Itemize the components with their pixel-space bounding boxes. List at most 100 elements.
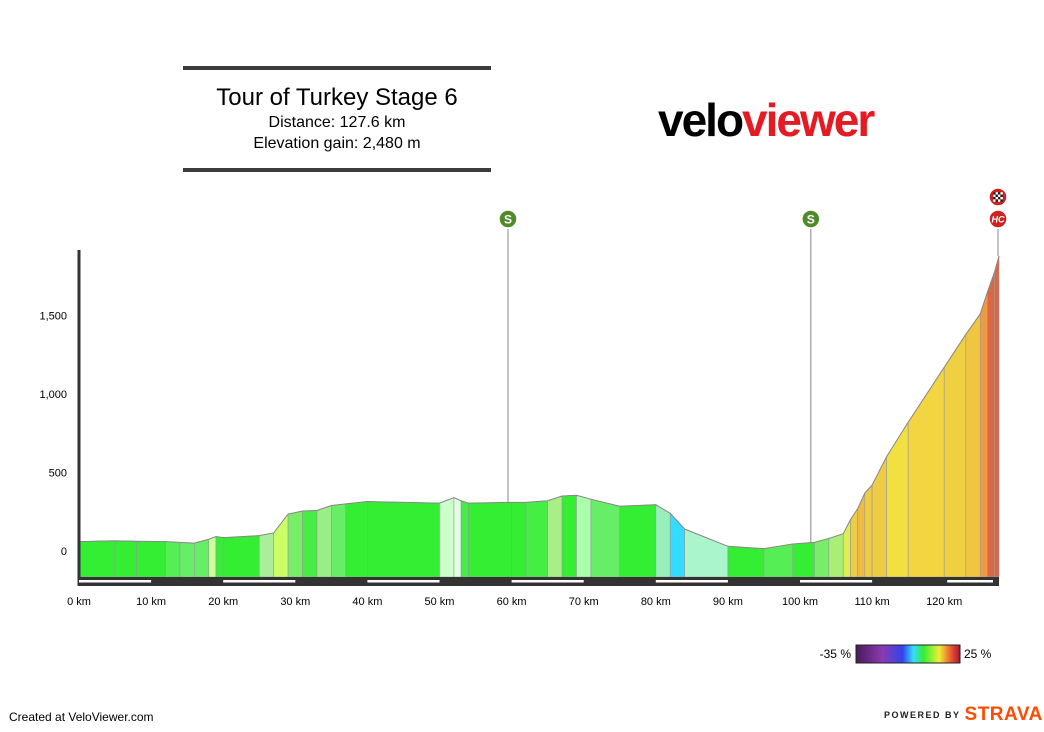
profile-segment (590, 498, 621, 578)
x-tick-label: 100 km (782, 596, 818, 608)
profile-segment (907, 366, 945, 578)
finish-flag-check (1000, 197, 1003, 200)
profile-segment (78, 540, 116, 578)
profile-segment (208, 536, 217, 578)
profile-segment (367, 501, 440, 578)
logo-part-viewer: viewer (742, 94, 875, 146)
profile-segment (468, 502, 512, 578)
finish-flag-check (993, 192, 996, 195)
x-tick-label: 50 km (425, 596, 455, 608)
profile-segment (814, 538, 830, 578)
y-tick-label: 1,500 (39, 311, 67, 323)
finish-flag-check (998, 194, 1001, 197)
x-axis-band (79, 580, 152, 583)
x-axis-band (655, 580, 728, 583)
profile-segment (792, 542, 815, 578)
sprint-marker-badge[interactable] (498, 209, 518, 229)
finish-flag-check (995, 192, 998, 195)
sprint-marker-label: S (807, 213, 815, 227)
gradient-legend: -35 % 25 % (820, 644, 992, 664)
profile-segment (619, 504, 657, 578)
distance-label: Distance: 127.6 km (268, 114, 406, 131)
profile-segment (576, 494, 592, 578)
strava-logo: STRAVA (964, 704, 1043, 725)
profile-outline (78, 255, 1000, 550)
profile-segment (194, 538, 210, 578)
finish-flag-check (993, 199, 996, 202)
profile-segment (331, 503, 347, 578)
x-tick-label: 20 km (208, 596, 238, 608)
profile-segment (179, 542, 195, 578)
y-tick-labels: 0 500 1,000 1,500 (39, 311, 67, 559)
sprint-marker-badge[interactable] (801, 209, 821, 229)
profile-segment (669, 512, 685, 578)
hc-climb-badge[interactable] (988, 209, 1008, 229)
profile-segment (684, 528, 729, 578)
profile-segment (979, 291, 988, 578)
profile-segment (547, 495, 563, 578)
finish-flag-check (1000, 194, 1003, 197)
profile-segment (460, 500, 469, 578)
powered-by-label: POWERED BY (884, 710, 961, 720)
x-tick-label: 90 km (713, 596, 743, 608)
x-tick-label: 70 km (569, 596, 599, 608)
profile-segment (842, 519, 851, 578)
x-tick-label: 120 km (926, 596, 962, 608)
x-tick-label: 80 km (641, 596, 671, 608)
legend-min-label: -35 % (820, 647, 852, 661)
profile-segment (655, 504, 671, 578)
x-axis-band (947, 580, 993, 583)
profile-segment (511, 502, 527, 578)
veloviewer-logo[interactable]: veloviewer (658, 92, 875, 148)
profile-segment (943, 333, 967, 578)
x-tick-label: 40 km (352, 596, 382, 608)
finish-flag-check (1000, 192, 1003, 195)
legend-gradient-bar (855, 644, 961, 664)
x-tick-label: 30 km (280, 596, 310, 608)
hc-climb-label: HC (992, 215, 1005, 225)
x-tick-labels: 0 km 10 km 20 km 30 km 40 km 50 km 60 km 70 km 8… (67, 580, 993, 608)
stage-title: Tour of Turkey Stage 6 (216, 84, 458, 111)
finish-flag-check (993, 197, 996, 200)
sprint-marker-label: S (504, 213, 512, 227)
finish-flag-check (995, 197, 998, 200)
y-tick-label: 500 (49, 468, 67, 480)
finish-flag-check (998, 192, 1001, 195)
profile-segment (258, 532, 274, 578)
finish-flag-check (993, 194, 996, 197)
profile-segments (78, 255, 1000, 578)
profile-segment (287, 510, 303, 578)
profile-segment (525, 500, 548, 578)
logo-part-velo: velo (658, 94, 744, 146)
profile-segment (136, 540, 166, 578)
profile-segment (727, 545, 765, 578)
profile-segment (316, 505, 332, 578)
title-box: Tour of Turkey Stage 6 Distance: 127.6 k… (183, 66, 491, 172)
profile-segment (453, 497, 462, 578)
profile-segment (828, 533, 844, 578)
x-axis-band (223, 580, 296, 583)
y-tick-label: 1,000 (39, 389, 67, 401)
profile-segment (850, 507, 858, 578)
finish-flag-check (995, 199, 998, 202)
profile-segment (439, 497, 455, 578)
finish-flag-check (998, 197, 1001, 200)
finish-flag-check (995, 194, 998, 197)
profile-segment (987, 271, 995, 578)
legend-max-label: 25 % (964, 647, 992, 661)
finish-flag-check (998, 199, 1001, 202)
profile-segment (302, 510, 318, 578)
x-tick-label: 0 km (67, 596, 91, 608)
x-axis-band (367, 580, 440, 583)
profile-segment (114, 540, 137, 578)
profile-segment (871, 456, 887, 578)
elevation-gain-label: Elevation gain: 2,480 m (253, 135, 421, 152)
x-tick-label: 110 km (854, 596, 889, 608)
profile-segment (763, 543, 794, 578)
powered-by-strava[interactable]: POWERED BY STRAVA (884, 704, 1043, 726)
profile-segment (222, 535, 260, 578)
created-at-credit[interactable]: Created at VeloViewer.com (9, 710, 154, 724)
x-tick-label: 60 km (497, 596, 527, 608)
x-tick-label: 10 km (136, 596, 166, 608)
